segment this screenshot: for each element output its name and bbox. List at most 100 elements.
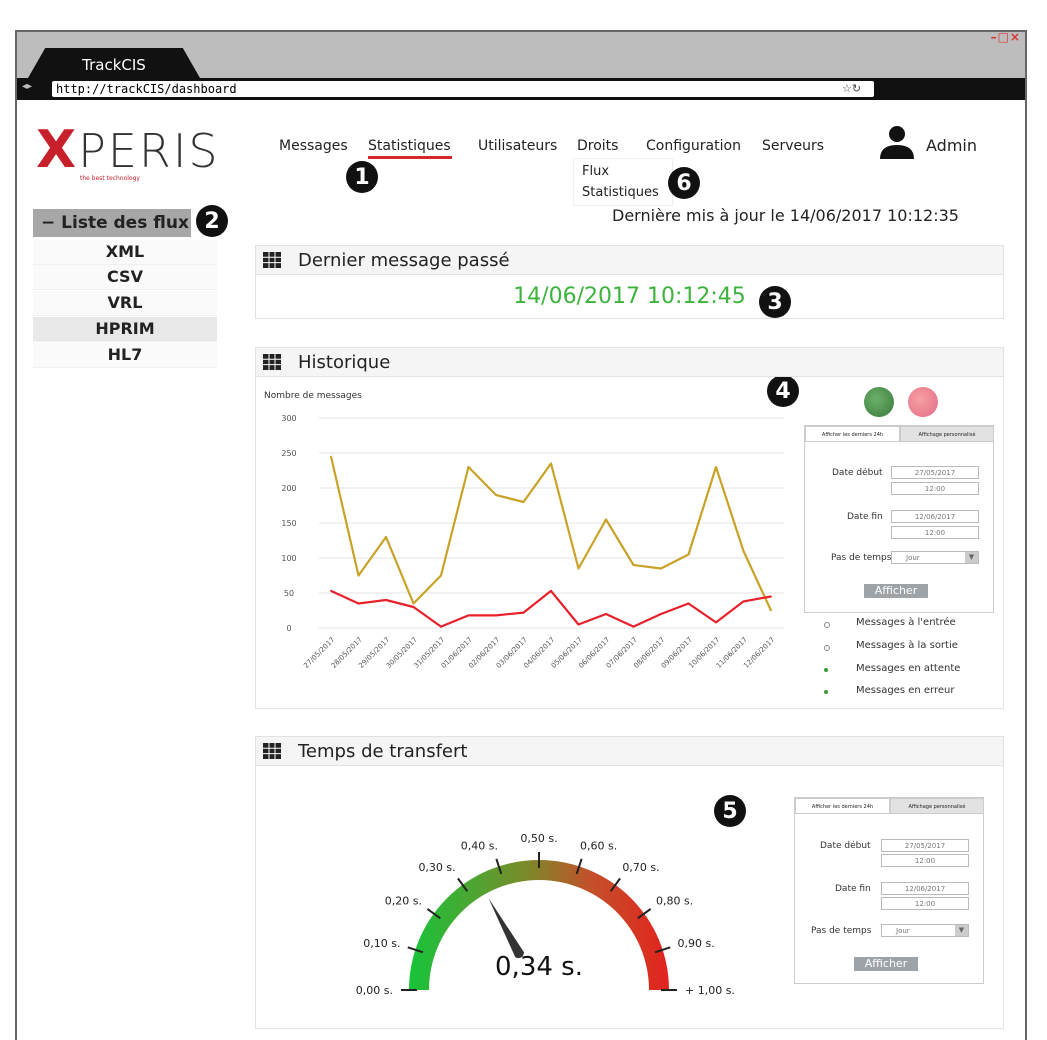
pas-de-temps-select[interactable]: Jour (891, 551, 979, 564)
gauge-tick-label: 0,50 s. (520, 832, 557, 845)
pas-de-temps-label: Pas de temps (811, 926, 872, 936)
logo-tagline: the best technology (80, 175, 140, 182)
nav-messages[interactable]: Messages (279, 138, 348, 154)
panel-title: Temps de transfert (298, 741, 468, 762)
flux-item-xml[interactable]: XML (33, 240, 217, 265)
pas-de-temps-select[interactable]: Jour (881, 924, 969, 937)
gauge-tick-label: 0,20 s. (385, 895, 422, 908)
afficher-button[interactable]: Afficher (864, 584, 928, 598)
date-debut-label: Date début (832, 468, 883, 478)
series-point (385, 599, 387, 601)
user-icon[interactable] (877, 124, 917, 160)
legend-dot-entree (824, 622, 830, 628)
tab-last-24h[interactable]: Afficher les derniers 24h (805, 426, 900, 442)
chevron-down-icon[interactable]: ▼ (965, 552, 978, 563)
nav-utilisateurs[interactable]: Utilisateurs (478, 138, 558, 154)
heure-debut-input[interactable]: 12:00 (891, 482, 979, 495)
date-debut-input[interactable]: 27/05/2017 (891, 466, 979, 479)
series-point (577, 623, 580, 626)
pas-de-temps-label: Pas de temps (831, 553, 892, 563)
series-point (687, 553, 690, 556)
nav-droits[interactable]: Droits (577, 138, 619, 154)
gauge-tick (609, 877, 621, 892)
date-debut-label: Date début (820, 841, 871, 851)
nav-configuration[interactable]: Configuration (646, 138, 741, 154)
series-line-0 (329, 456, 772, 611)
flux-item-csv[interactable]: CSV (33, 265, 217, 290)
grid-icon (263, 354, 281, 370)
series-point (605, 613, 607, 615)
series-point (660, 567, 662, 570)
gauge-tick-label: 0,00 s. (356, 984, 393, 997)
heure-debut-input[interactable]: 12:00 (881, 854, 969, 867)
series-point (577, 567, 580, 570)
user-name[interactable]: Admin (926, 136, 977, 155)
nav-statistiques[interactable]: Statistiques (368, 138, 451, 154)
transfert-gauge: 0,00 s. 0,10 s. 0,20 s. 0,30 s. 0,40 s. 0,50 … (356, 832, 735, 997)
date-fin-input[interactable]: 12/06/2017 (881, 882, 969, 895)
xperis-logo: XPERIS (36, 120, 220, 180)
window-frame (15, 30, 1027, 1040)
nav-serveurs[interactable]: Serveurs (762, 138, 825, 154)
flux-item-hl7[interactable]: HL7 (33, 343, 217, 368)
legend-entree: Messages à l'entrée (856, 617, 956, 628)
gauge-tick (407, 946, 424, 954)
droits-dropdown-menu: Flux Statistiques (573, 158, 673, 206)
gauge-tick (426, 908, 441, 920)
gauge-tick (575, 858, 583, 875)
gauge-tick-label: 0,90 s. (678, 937, 715, 950)
window-controls[interactable]: –□× (990, 30, 1021, 44)
heure-fin-input[interactable]: 12:00 (881, 897, 969, 910)
tab-custom[interactable]: Affichage personnalisé (900, 426, 994, 442)
tab-custom[interactable]: Affichage personnalisé (890, 798, 984, 814)
series-point (522, 501, 525, 503)
grid-icon (263, 743, 281, 759)
url-input[interactable]: http://trackCIS/dashboard (52, 81, 874, 97)
afficher-button[interactable]: Afficher (854, 957, 918, 971)
annotation-badge-2: 2 (196, 205, 228, 237)
dropdown-item-flux[interactable]: Flux (582, 164, 610, 179)
series-point (715, 466, 717, 468)
series-point (770, 595, 772, 598)
flux-item-hprim[interactable]: HPRIM (33, 317, 217, 342)
series-line-1 (330, 589, 772, 628)
dropdown-item-statistiques[interactable]: Statistiques (582, 185, 659, 200)
series-point (330, 590, 332, 592)
annotation-badge-3: 3 (759, 286, 791, 318)
line-chart-toggle-icon[interactable] (908, 387, 938, 417)
flux-list-header[interactable]: − Liste des flux (33, 209, 191, 237)
gauge-needle (488, 897, 525, 959)
bar-chart-toggle-icon[interactable] (864, 387, 894, 417)
legend-attente: Messages en attente (856, 663, 961, 674)
date-debut-input[interactable]: 27/05/2017 (881, 839, 969, 852)
bookmark-reload-icon[interactable]: ☆↻ (842, 82, 862, 95)
date-fin-label: Date fin (847, 512, 883, 522)
series-point (495, 494, 497, 496)
heure-fin-input[interactable]: 12:00 (891, 526, 979, 539)
grid-icon (263, 252, 281, 268)
date-fin-input[interactable]: 12/06/2017 (891, 510, 979, 523)
y-tick-label: 200 (281, 484, 296, 493)
logo-x: X (36, 120, 79, 180)
series-point (742, 550, 745, 552)
y-tick-label: 300 (281, 414, 296, 423)
chart-y-axis-label: Nombre de messages (264, 391, 362, 401)
series-point (742, 600, 745, 603)
series-point (522, 611, 525, 614)
flux-item-vrl[interactable]: VRL (33, 291, 217, 316)
back-forward-icon[interactable]: ◂▸ (22, 81, 33, 92)
legend-dot-sortie (824, 645, 830, 651)
series-point (330, 455, 332, 458)
series-point (605, 518, 607, 521)
transfert-panel: Temps de transfert 0,00 s. 0,10 s. 0,20 s.… (255, 736, 1004, 1029)
tab-last-24h[interactable]: Afficher les derniers 24h (795, 798, 890, 814)
gauge-tick (457, 877, 469, 892)
gauge-tick-label: 0,80 s. (656, 895, 693, 908)
chevron-down-icon[interactable]: ▼ (955, 925, 968, 936)
gauge-tick (637, 908, 652, 920)
legend-sortie: Messages à la sortie (856, 640, 958, 651)
historique-panel: Historique Nombre de messages 0 50 100 150 2… (255, 347, 1004, 709)
browser-tab[interactable]: TrackCIS (28, 48, 200, 78)
annotation-badge-4: 4 (767, 375, 799, 407)
